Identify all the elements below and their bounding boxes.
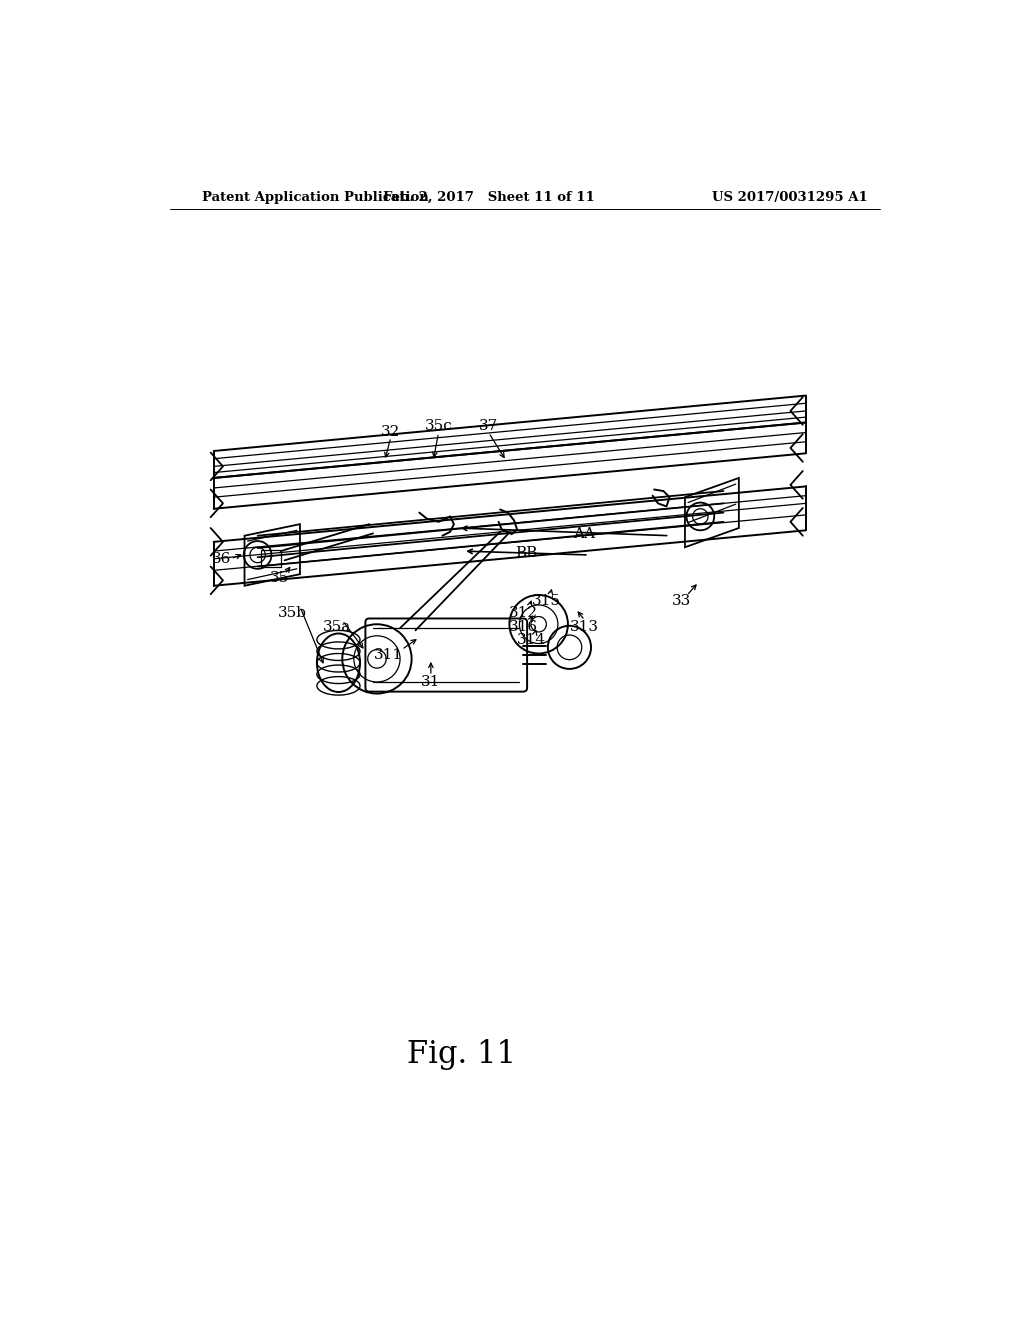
Text: 36: 36 <box>212 552 231 566</box>
Bar <box>261 549 281 566</box>
Text: 32: 32 <box>381 425 400 438</box>
Text: 37: 37 <box>479 420 499 433</box>
Text: 312: 312 <box>509 606 538 619</box>
Text: 315: 315 <box>531 594 561 609</box>
Text: US 2017/0031295 A1: US 2017/0031295 A1 <box>712 190 867 203</box>
Text: 33: 33 <box>672 594 691 609</box>
Text: Fig. 11: Fig. 11 <box>408 1039 516 1071</box>
Text: 316: 316 <box>509 619 538 634</box>
Text: 31: 31 <box>421 675 440 689</box>
Text: 313: 313 <box>570 619 599 634</box>
Text: Patent Application Publication: Patent Application Publication <box>202 190 428 203</box>
Text: Feb. 2, 2017   Sheet 11 of 11: Feb. 2, 2017 Sheet 11 of 11 <box>383 190 595 203</box>
Text: AA: AA <box>573 527 595 541</box>
Text: 35: 35 <box>269 572 289 585</box>
Text: 35b: 35b <box>278 606 307 619</box>
Text: 311: 311 <box>374 648 403 663</box>
Text: BB: BB <box>515 545 538 560</box>
Text: 35c: 35c <box>425 420 453 433</box>
Text: 35a: 35a <box>323 619 351 634</box>
Text: 314: 314 <box>516 632 546 647</box>
